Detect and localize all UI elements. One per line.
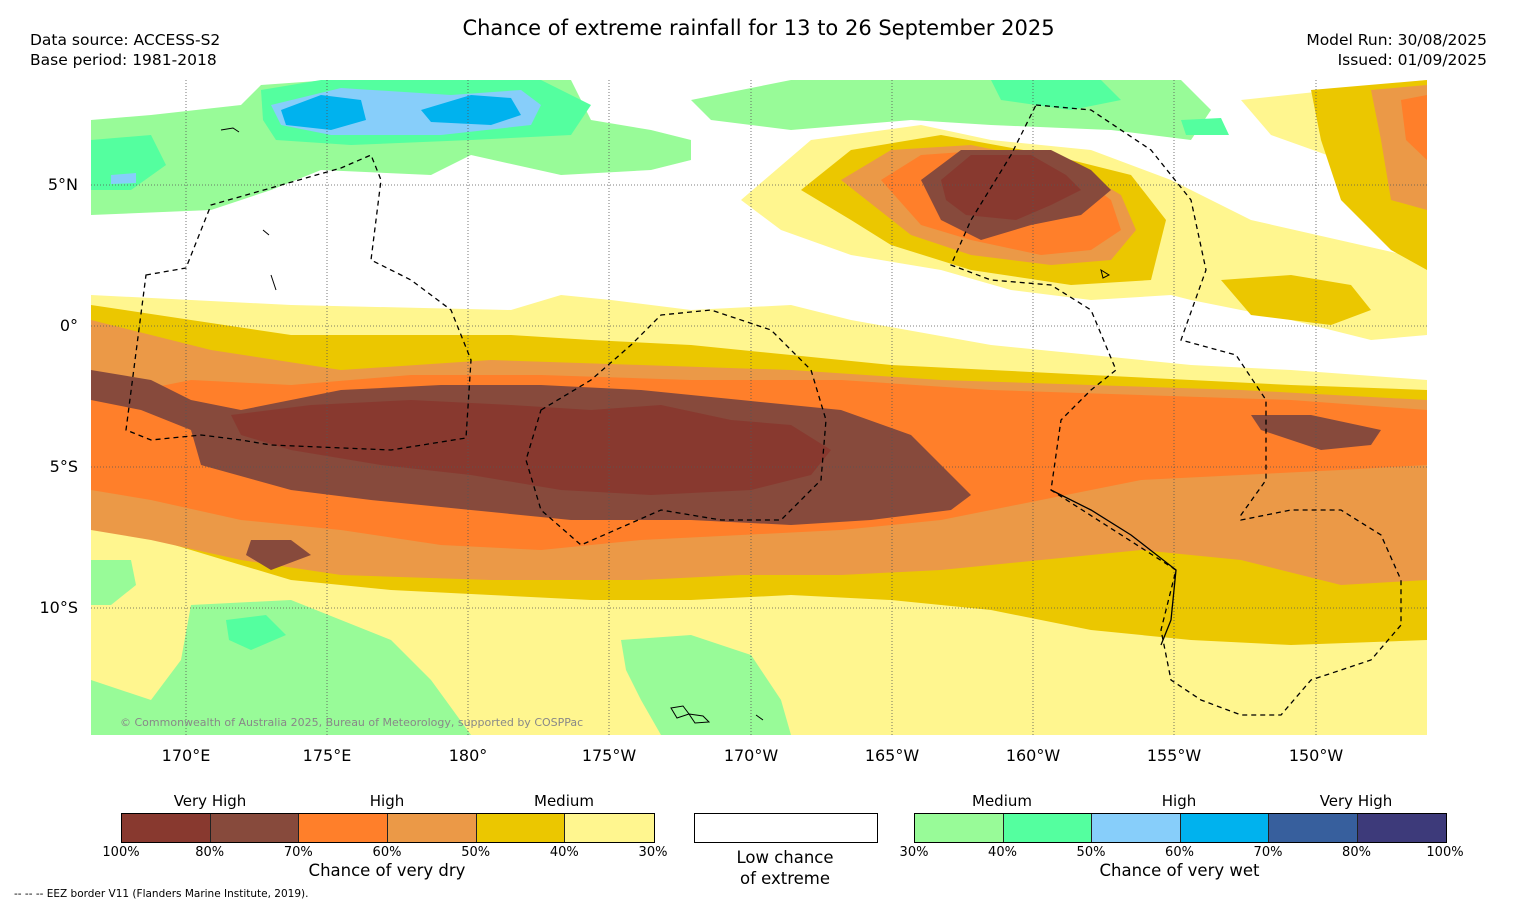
wet-level-medium: Medium — [972, 792, 1032, 810]
low-chance-color — [695, 814, 877, 842]
wet-region-w — [91, 135, 166, 190]
dry-swatch-5 — [565, 814, 654, 842]
wet-swatch-1 — [1003, 814, 1092, 842]
lon-label-180: 180° — [448, 746, 488, 765]
dry-tick-label: 30% — [638, 845, 668, 860]
lon-label-175w: 175°W — [581, 746, 637, 765]
dry-swatch-2 — [299, 814, 388, 842]
lat-label-0: 0° — [59, 316, 78, 335]
lat-label-5n: 5°N — [47, 175, 78, 194]
islands — [220, 127, 1111, 724]
wet-region-w-2 — [111, 173, 136, 184]
dry-level-high: High — [369, 792, 405, 810]
wet-region-nw-5 — [421, 95, 521, 125]
wet-tick-label: 40% — [988, 845, 1017, 860]
wet-swatch-4 — [1269, 814, 1358, 842]
wet-tick-label: 30% — [899, 845, 929, 860]
wet-swatch-3 — [1180, 814, 1269, 842]
data-source-text: Data source: ACCESS-S2 — [30, 31, 221, 49]
dry-tick-label: 70% — [283, 845, 313, 860]
lon-label-165w: 165°W — [864, 746, 920, 765]
base-period-text: Base period: 1981-2018 — [30, 51, 217, 69]
dry-region-sw — [246, 540, 311, 570]
rainfall-map — [91, 80, 1427, 735]
dry-tick-label: 80% — [195, 845, 225, 860]
dry-level-medium: Medium — [534, 792, 594, 810]
wet-region-n-3 — [1181, 118, 1229, 135]
dry-swatch-1 — [210, 814, 300, 842]
wet-level-high: High — [1161, 792, 1197, 810]
wet-swatch-0 — [915, 814, 1004, 842]
lon-label-160w: 160°W — [1005, 746, 1061, 765]
dry-region-east — [1251, 415, 1381, 450]
dry-caption: Chance of very dry — [308, 861, 466, 880]
lon-label-175e: 175°E — [302, 746, 352, 765]
map-title: Chance of extreme rainfall for 13 to 26 … — [462, 16, 1055, 40]
low-chance-line1: Low chance — [736, 848, 834, 867]
lon-label-170w: 170°W — [723, 746, 779, 765]
wet-colorbar — [914, 813, 1447, 843]
low-chance-caption: Low chance of extreme — [694, 847, 876, 889]
dry-tick-label: 60% — [372, 845, 402, 860]
copyright-credit: © Commonwealth of Australia 2025, Bureau… — [120, 716, 584, 729]
dry-colorbar — [121, 813, 655, 843]
wet-region-n-2 — [991, 80, 1121, 110]
wet-tick-label: 60% — [1165, 845, 1194, 860]
dry-tick-label: 40% — [549, 845, 579, 860]
model-run-text: Model Run: 30/08/2025 — [1306, 31, 1487, 49]
dry-level-very-high: Very High — [173, 792, 247, 810]
wet-region-s — [621, 635, 791, 735]
source-info: Data source: ACCESS-S2 Base period: 1981… — [30, 30, 220, 70]
wet-tick-label: 80% — [1342, 845, 1371, 860]
dry-tick-label: 50% — [461, 845, 491, 860]
maritime-boundary — [1050, 489, 1177, 646]
wet-swatch-5 — [1357, 814, 1446, 842]
low-chance-swatch — [694, 813, 878, 843]
dry-swatch-3 — [387, 814, 477, 842]
wet-level-very-high: Very High — [1319, 792, 1393, 810]
issued-text: Issued: 01/09/2025 — [1337, 51, 1487, 69]
lon-label-170e: 170°E — [161, 746, 211, 765]
dry-tick-label: 100% — [102, 845, 140, 860]
wet-region-w-low — [91, 560, 136, 605]
low-chance-line2: of extreme — [739, 869, 831, 888]
lat-label-5s: 5°S — [49, 457, 78, 476]
eez-footnote: -- -- -- EEZ border V11 (Flanders Marine… — [14, 888, 309, 900]
dry-band-equator-darkbrown — [231, 400, 831, 495]
dry-region-north-6 — [941, 155, 1081, 220]
wet-region-sw-2 — [226, 615, 286, 650]
eez-borders — [125, 104, 1402, 716]
wet-swatch-2 — [1092, 814, 1181, 842]
lon-label-150w: 150°W — [1288, 746, 1344, 765]
wet-caption: Chance of very wet — [1099, 861, 1260, 880]
dry-swatch-4 — [476, 814, 566, 842]
lon-label-155w: 155°W — [1146, 746, 1202, 765]
wet-tick-label: 70% — [1253, 845, 1283, 860]
lat-label-10s: 10°S — [39, 598, 78, 617]
wet-tick-label: 50% — [1076, 845, 1106, 860]
run-info: Model Run: 30/08/2025 Issued: 01/09/2025 — [1306, 30, 1487, 70]
wet-region-nw-4 — [281, 95, 366, 130]
dry-swatch-0 — [122, 814, 211, 842]
wet-tick-label: 100% — [1426, 845, 1464, 860]
